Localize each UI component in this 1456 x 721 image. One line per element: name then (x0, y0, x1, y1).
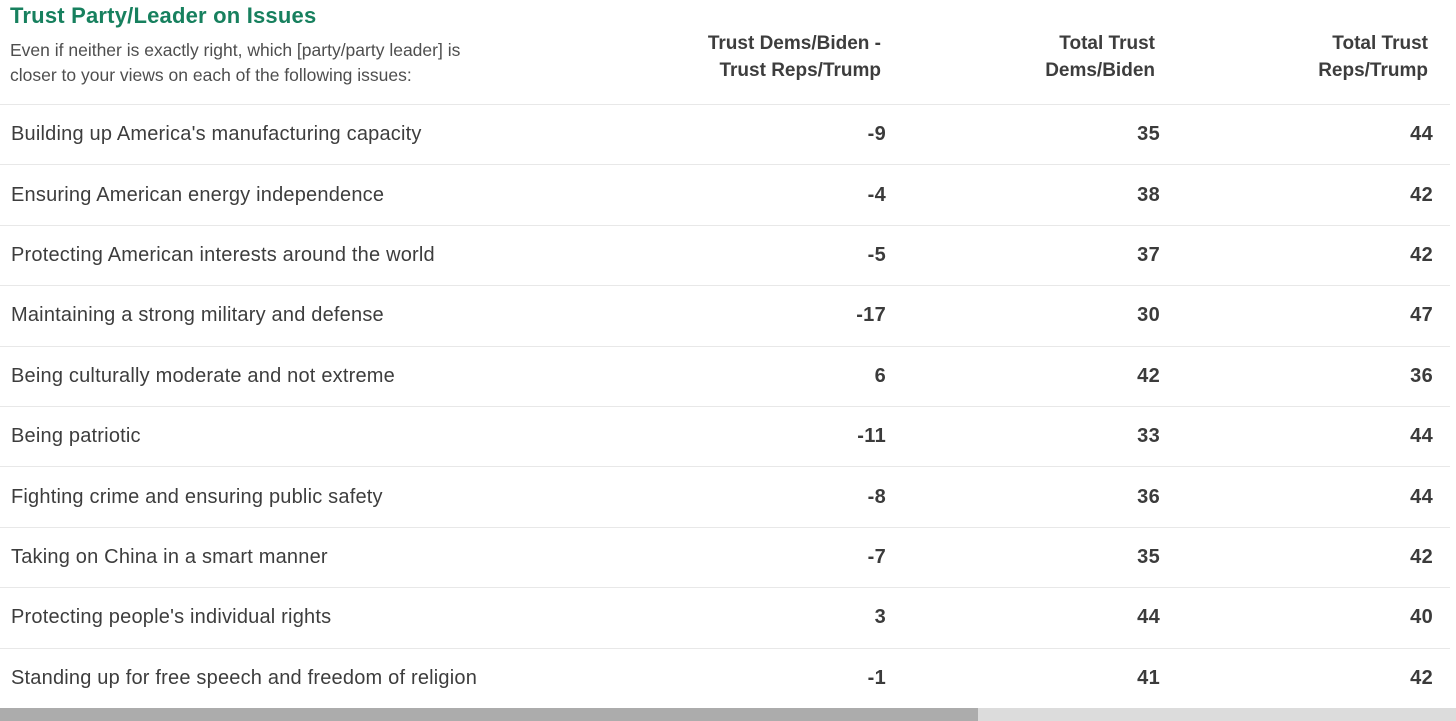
issue-label: Maintaining a strong military and defens… (11, 304, 384, 327)
issue-label: Protecting people's individual rights (11, 606, 332, 629)
diff-value: -8 (867, 485, 886, 508)
issue-label: Protecting American interests around the… (11, 243, 435, 266)
total-reps-value: 42 (1410, 183, 1433, 206)
column-header-diff: Trust Dems/Biden - Trust Reps/Trump (707, 33, 881, 81)
total-reps-value: 42 (1410, 545, 1433, 568)
total-dems-value: 42 (1137, 364, 1160, 387)
diff-value: -1 (867, 666, 886, 689)
table-row: Taking on China in a smart manner -7 35 42 (0, 526, 1450, 587)
diff-value: 3 (874, 606, 886, 629)
diff-value: -7 (867, 545, 886, 568)
issue-label: Being patriotic (11, 425, 141, 448)
diff-value: -11 (857, 425, 886, 448)
total-dems-value: 36 (1137, 485, 1160, 508)
diff-value: -5 (867, 243, 886, 266)
table-row: Fighting crime and ensuring public safet… (0, 466, 1450, 526)
total-dems-value: 30 (1137, 304, 1160, 327)
total-dems-value: 38 (1137, 183, 1160, 206)
issue-label: Standing up for free speech and freedom … (11, 666, 478, 689)
column-header-total-reps: Total Trust Reps/Trump (1318, 33, 1428, 81)
table-row: Maintaining a strong military and defens… (0, 285, 1450, 345)
total-reps-value: 44 (1410, 485, 1433, 508)
diff-value: -4 (867, 183, 886, 206)
page-title: Trust Party/Leader on Issues (10, 3, 317, 28)
issue-label: Ensuring American energy independence (11, 183, 385, 206)
table-row: Building up America's manufacturing capa… (0, 104, 1450, 164)
table-row: Being culturally moderate and not extrem… (0, 345, 1450, 406)
table-row: Standing up for free speech and freedom … (0, 647, 1450, 708)
total-reps-value: 47 (1410, 304, 1433, 327)
header-left: Trust Party/Leader on Issues Even if nei… (0, 0, 620, 104)
issue-label: Building up America's manufacturing capa… (11, 123, 422, 146)
horizontal-scrollbar[interactable] (0, 708, 1456, 721)
total-reps-value: 44 (1410, 425, 1433, 448)
diff-value: 6 (874, 364, 886, 387)
table-row: Ensuring American energy independence -4 3… (0, 164, 1450, 224)
total-dems-value: 33 (1137, 425, 1160, 448)
total-reps-value: 44 (1410, 123, 1433, 146)
issue-label: Being culturally moderate and not extrem… (11, 364, 395, 387)
total-reps-value: 36 (1410, 364, 1433, 387)
total-dems-value: 35 (1137, 545, 1160, 568)
table-header: Trust Party/Leader on Issues Even if nei… (0, 0, 1433, 104)
table-row: Protecting American interests around the… (0, 224, 1450, 285)
total-dems-value: 37 (1137, 243, 1160, 266)
total-dems-value: 35 (1137, 123, 1160, 146)
table-row: Being patriotic -11 33 44 (0, 405, 1450, 466)
scrollbar-thumb[interactable] (0, 708, 978, 721)
page-subtitle: Even if neither is exactly right, which … (10, 40, 461, 85)
total-reps-value: 42 (1410, 666, 1433, 689)
total-reps-value: 42 (1410, 243, 1433, 266)
total-dems-value: 41 (1137, 666, 1160, 689)
total-reps-value: 40 (1410, 606, 1433, 629)
column-header-total-dems: Total Trust Dems/Biden (1045, 33, 1155, 81)
issue-label: Fighting crime and ensuring public safet… (11, 485, 383, 508)
diff-value: -17 (856, 304, 886, 327)
issue-label: Taking on China in a smart manner (11, 545, 328, 568)
table-body: Building up America's manufacturing capa… (0, 104, 1450, 708)
table-row: Protecting people's individual rights 3 44… (0, 587, 1450, 647)
diff-value: -9 (867, 123, 886, 146)
total-dems-value: 44 (1137, 606, 1160, 629)
